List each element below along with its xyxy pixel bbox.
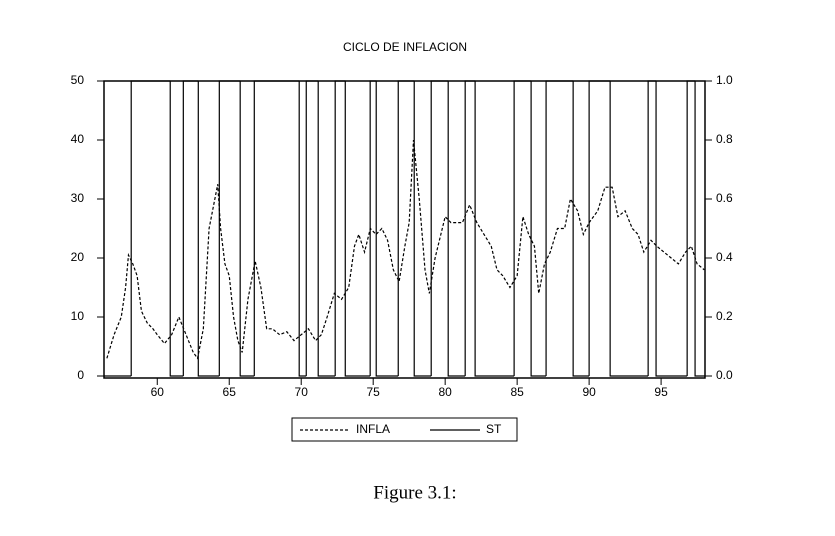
y2-tick-label: 0.4 [716,250,733,264]
st-step [239,81,255,377]
x-tick-label: 65 [223,385,237,399]
legend-label: ST [486,422,502,436]
x-tick-label: 95 [654,385,668,399]
st-step [474,81,515,377]
st-step [317,81,336,377]
st-step [344,81,371,377]
y-tick-label: 30 [71,191,85,205]
y2-tick-label: 0.6 [716,191,733,205]
x-tick-label: 85 [510,385,524,399]
plot-frame [103,80,706,379]
st-step [513,80,532,376]
x-tick-label: 75 [367,385,381,399]
st-step [169,81,184,377]
st-step [369,80,377,376]
st-step [218,80,241,376]
st-step [197,81,220,377]
st-step [572,81,590,377]
st-step [530,81,547,377]
y-tick-label: 0 [77,368,84,382]
st-step [686,80,696,376]
st-step [464,80,476,376]
legend-box [291,417,518,442]
st-step [334,80,346,376]
st-step [609,81,649,377]
y2-tick-label: 1.0 [716,73,733,87]
figure-caption: Figure 3.1: [373,482,456,503]
x-tick-label: 70 [295,385,309,399]
st-step [447,81,466,377]
st-step [647,80,657,376]
st-step [397,80,415,376]
y2-tick-label: 0.0 [716,368,733,382]
st-step [430,80,449,376]
infla-line [106,139,705,360]
x-tick-label: 90 [582,385,596,399]
y2-tick-label: 0.8 [716,132,733,146]
st-step [253,80,300,376]
y-tick-label: 20 [71,250,85,264]
chart-title: CICLO DE INFLACION [343,40,467,54]
st-step [655,81,688,377]
st-step [413,81,432,377]
st-step [182,80,199,376]
st-step [588,80,611,376]
st-step [375,81,399,377]
x-tick-label: 80 [438,385,452,399]
st-step [130,80,171,376]
y-tick-label: 40 [71,132,85,146]
st-step [305,80,319,376]
st-step [545,80,574,376]
x-tick-label: 60 [151,385,165,399]
legend-label: INFLA [356,422,390,436]
y-tick-label: 50 [71,73,85,87]
st-step [298,81,307,377]
y2-tick-label: 0.2 [716,309,733,323]
st-step [694,81,705,377]
y-tick-label: 10 [71,309,85,323]
